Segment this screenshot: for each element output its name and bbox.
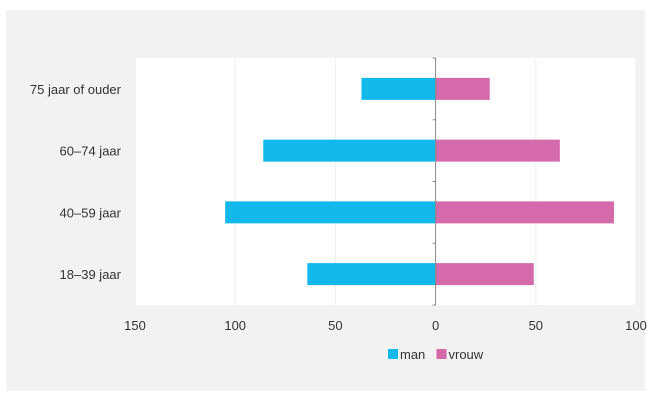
bar-man xyxy=(225,201,436,224)
legend-label-vrouw[interactable]: vrouw xyxy=(449,347,484,362)
legend-label-man[interactable]: man xyxy=(400,347,425,362)
x-tick-label: 150 xyxy=(124,318,146,333)
category-label: 40–59 jaar xyxy=(60,205,122,220)
bar-vrouw xyxy=(435,263,534,286)
bar-vrouw xyxy=(435,201,614,224)
legend-swatch-vrouw[interactable] xyxy=(436,349,447,359)
bar-man xyxy=(263,139,436,162)
x-tick-label: 50 xyxy=(328,318,342,333)
x-tick-label: 100 xyxy=(625,318,647,333)
category-label: 60–74 jaar xyxy=(60,144,122,159)
bar-vrouw xyxy=(435,139,560,162)
category-label: 18–39 jaar xyxy=(60,267,122,282)
bar-man xyxy=(361,77,436,100)
x-tick-label: 50 xyxy=(529,318,543,333)
bar-man xyxy=(307,263,436,286)
x-tick-label: 100 xyxy=(224,318,246,333)
x-tick-label: 0 xyxy=(432,318,439,333)
category-label: 75 jaar of ouder xyxy=(30,82,122,97)
bar-vrouw xyxy=(435,77,490,100)
legend-swatch-man[interactable] xyxy=(388,349,398,359)
